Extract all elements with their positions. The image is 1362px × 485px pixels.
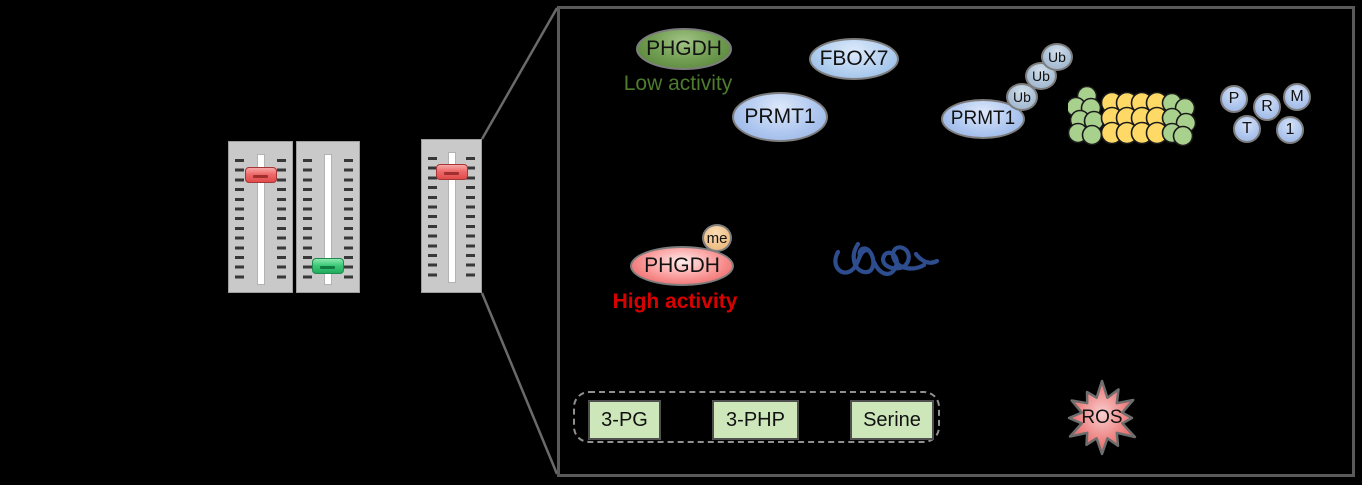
fader-1-ticks-left xyxy=(235,159,244,285)
ub-3-label: Ub xyxy=(1048,49,1066,65)
metabolite-3pg-label: 3-PG xyxy=(601,408,648,431)
fragment-circle-m: M xyxy=(1283,83,1311,111)
fader-1-ticks-right xyxy=(277,159,286,285)
methyl-label: me xyxy=(706,229,728,247)
fragment-circle-t: T xyxy=(1233,115,1261,143)
metabolite-serine-label: Serine xyxy=(863,408,921,431)
proteasome-icon xyxy=(1068,85,1197,147)
ub-1-label: Ub xyxy=(1013,89,1031,105)
fragment-circle-r: R xyxy=(1253,93,1281,121)
fragment-circle-1: 1 xyxy=(1276,116,1304,144)
fader-2 xyxy=(296,141,360,293)
fader-2-ticks-right xyxy=(344,159,353,285)
mrna-squiggle-icon xyxy=(833,241,940,276)
phgdh-low-label: PHGDH xyxy=(646,37,722,60)
fader-2-handle-groove xyxy=(320,266,335,269)
fader-3-ticks-right xyxy=(466,157,475,283)
phgdh-low-ellipse: PHGDH xyxy=(636,28,732,70)
fader-3-ticks-left xyxy=(428,157,437,283)
ros-burst-shape xyxy=(1067,379,1137,456)
fbox7-ellipse: FBOX7 xyxy=(809,38,899,80)
ub-circle-3: Ub xyxy=(1041,43,1073,71)
metabolite-3php-label: 3-PHP xyxy=(726,408,785,431)
ub-2-label: Ub xyxy=(1032,68,1050,84)
phgdh-high-label: PHGDH xyxy=(644,254,720,277)
prmt1-ub-label: PRMT1 xyxy=(950,108,1016,129)
metabolite-3pg-box: 3-PG xyxy=(588,400,661,440)
metabolite-3php-box: 3-PHP xyxy=(712,400,799,440)
fader-2-track[interactable] xyxy=(324,154,332,285)
fader-1 xyxy=(228,141,293,293)
fragment-t-label: T xyxy=(1242,120,1252,137)
ub-circle-1: Ub xyxy=(1006,83,1038,111)
phgdh-high-ellipse: PHGDH xyxy=(630,246,734,286)
fader-3-handle[interactable] xyxy=(435,164,468,180)
prmt1-label: PRMT1 xyxy=(744,105,816,128)
fragment-m-label: M xyxy=(1290,88,1304,105)
fragment-circle-p: P xyxy=(1220,85,1248,113)
metabolite-track: 3-PG 3-PHP Serine xyxy=(573,391,940,443)
fader-1-track[interactable] xyxy=(256,154,265,285)
detail-panel: PHGDH Low activity FBOX7 PRMT1 PRMT1 Ub … xyxy=(557,6,1355,477)
fader-2-ticks-left xyxy=(303,159,312,285)
fragment-1-label: 1 xyxy=(1285,121,1295,138)
prmt1-ellipse: PRMT1 xyxy=(732,92,828,142)
fragment-p-label: P xyxy=(1228,90,1240,107)
fbox7-label: FBOX7 xyxy=(819,47,889,70)
fader-3-track[interactable] xyxy=(447,152,456,283)
fragment-r-label: R xyxy=(1261,98,1273,115)
fader-1-handle[interactable] xyxy=(244,167,277,183)
fader-3 xyxy=(421,139,482,293)
ros-label: ROS xyxy=(1081,407,1123,428)
high-activity-text: High activity xyxy=(612,290,738,313)
metabolite-serine-box: Serine xyxy=(850,400,934,440)
fader-1-handle-groove xyxy=(252,175,268,178)
fader-3-handle-groove xyxy=(443,172,459,175)
low-activity-text: Low activity xyxy=(623,72,733,95)
fader-2-handle[interactable] xyxy=(312,258,344,274)
